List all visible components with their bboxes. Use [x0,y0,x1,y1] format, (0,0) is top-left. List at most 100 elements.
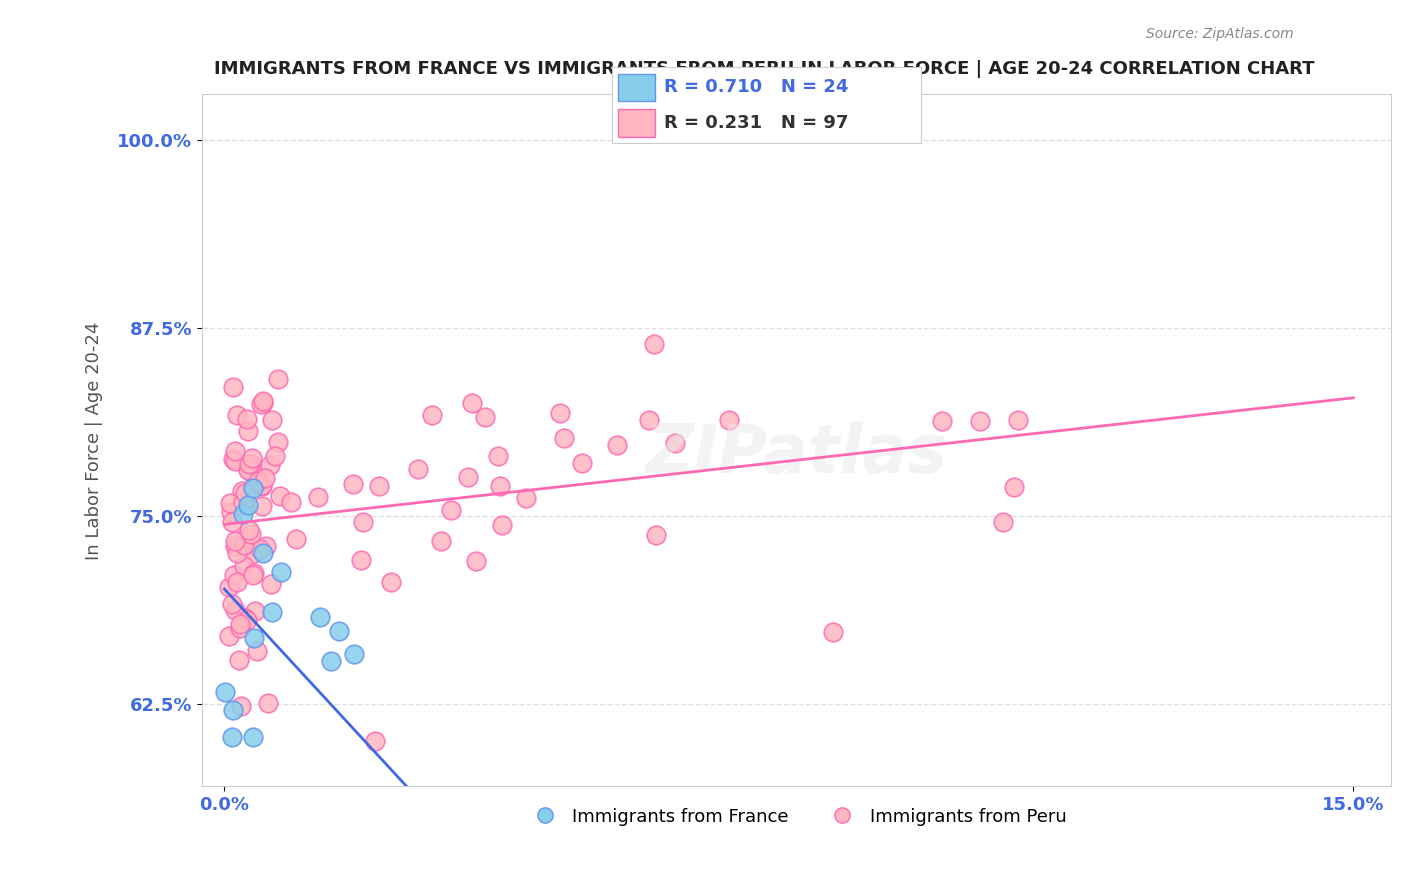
peru [1007,413,1029,427]
france [232,508,254,522]
peru [491,517,513,532]
peru [969,414,991,428]
france [262,605,284,619]
peru [232,559,254,574]
peru [440,502,463,516]
peru [406,462,429,476]
peru [991,515,1014,529]
peru [267,434,290,449]
peru [307,490,329,504]
peru [226,574,249,589]
france [349,885,371,892]
peru [243,604,266,618]
peru [236,613,259,627]
france [309,609,332,624]
peru [252,393,274,408]
Text: R = 0.710   N = 24: R = 0.710 N = 24 [664,78,849,96]
Text: IMMIGRANTS FROM FRANCE VS IMMIGRANTS FROM PERU IN LABOR FORCE | AGE 20-24 CORREL: IMMIGRANTS FROM FRANCE VS IMMIGRANTS FRO… [214,60,1315,78]
peru [219,505,242,519]
peru [236,462,259,476]
peru [515,491,537,505]
Text: ZIPatlas: ZIPatlas [645,421,948,487]
peru [461,396,484,410]
peru [256,696,278,710]
peru [420,408,443,422]
peru [474,409,496,424]
france [214,685,236,699]
peru [228,621,250,635]
peru [644,528,666,542]
peru [233,538,256,552]
peru [429,533,451,548]
peru [247,475,270,489]
peru [224,539,246,553]
peru [464,553,486,567]
peru [232,494,254,508]
peru [238,424,260,438]
peru [280,494,302,508]
france [328,624,350,639]
france [221,730,243,744]
peru [222,452,245,467]
peru [242,567,264,582]
peru [222,379,245,393]
peru [823,624,845,639]
france [252,546,274,560]
peru [342,477,364,491]
peru [553,431,575,445]
peru [224,534,246,549]
peru [218,629,240,643]
peru [239,458,262,472]
peru [221,516,243,530]
peru [229,617,252,632]
peru [238,457,260,471]
peru [243,566,266,580]
france [343,647,366,661]
peru [246,643,269,657]
france [270,565,292,579]
peru [250,478,273,492]
peru [380,575,402,590]
peru [263,449,285,463]
Text: R = 0.231   N = 97: R = 0.231 N = 97 [664,114,849,132]
peru [548,406,571,420]
peru [256,540,278,554]
peru [931,414,953,428]
peru [239,527,262,541]
peru [260,576,283,591]
peru [233,486,256,500]
peru [228,653,250,667]
peru [225,409,247,423]
FancyBboxPatch shape [617,110,655,136]
peru [367,479,389,493]
peru [638,413,661,427]
peru [254,471,277,485]
peru [238,523,260,537]
peru [353,515,375,529]
peru [224,443,246,458]
france [242,482,264,496]
peru [224,568,246,582]
france [349,885,371,892]
peru [224,454,246,468]
peru [571,456,593,470]
peru [240,467,263,481]
peru [250,479,273,493]
peru [235,412,257,426]
peru [643,336,665,351]
peru [224,603,246,617]
peru [218,496,240,510]
peru [252,500,274,514]
peru [606,437,628,451]
peru [232,532,254,546]
peru [226,546,249,560]
peru [233,611,256,625]
peru [267,371,290,385]
peru [664,436,686,450]
Legend: Immigrants from France, Immigrants from Peru: Immigrants from France, Immigrants from … [519,800,1074,833]
france [238,498,260,512]
peru [231,484,253,499]
france [222,703,245,717]
peru [457,470,479,484]
peru [229,699,252,714]
